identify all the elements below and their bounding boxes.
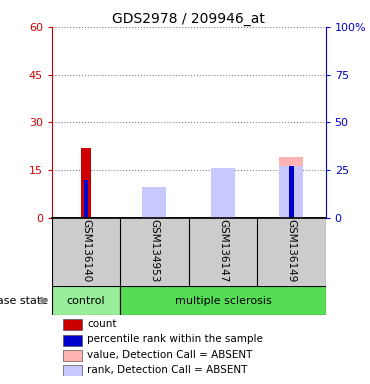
Bar bbox=[81, 148, 91, 218]
Bar bbox=[63, 319, 82, 330]
Bar bbox=[120, 286, 326, 315]
Text: percentile rank within the sample: percentile rank within the sample bbox=[87, 334, 263, 344]
Text: GSM136149: GSM136149 bbox=[286, 219, 296, 282]
Text: value, Detection Call = ABSENT: value, Detection Call = ABSENT bbox=[87, 350, 253, 360]
Text: GSM136147: GSM136147 bbox=[218, 219, 228, 282]
Bar bbox=[63, 365, 82, 376]
Bar bbox=[142, 187, 167, 218]
Bar bbox=[84, 180, 88, 218]
Bar bbox=[52, 286, 120, 315]
Bar bbox=[279, 157, 303, 218]
Bar bbox=[211, 168, 235, 218]
Text: rank, Detection Call = ABSENT: rank, Detection Call = ABSENT bbox=[87, 365, 248, 375]
Bar bbox=[142, 187, 167, 218]
Text: count: count bbox=[87, 319, 117, 329]
Text: GSM134953: GSM134953 bbox=[149, 219, 159, 282]
Text: multiple sclerosis: multiple sclerosis bbox=[175, 296, 271, 306]
Bar bbox=[279, 166, 303, 218]
Bar bbox=[63, 350, 82, 361]
Bar bbox=[63, 334, 82, 346]
Text: disease state: disease state bbox=[0, 296, 48, 306]
Bar bbox=[289, 166, 294, 218]
Title: GDS2978 / 209946_at: GDS2978 / 209946_at bbox=[112, 12, 265, 26]
Bar bbox=[211, 168, 235, 218]
Text: control: control bbox=[67, 296, 105, 306]
Text: GSM136140: GSM136140 bbox=[81, 219, 91, 282]
